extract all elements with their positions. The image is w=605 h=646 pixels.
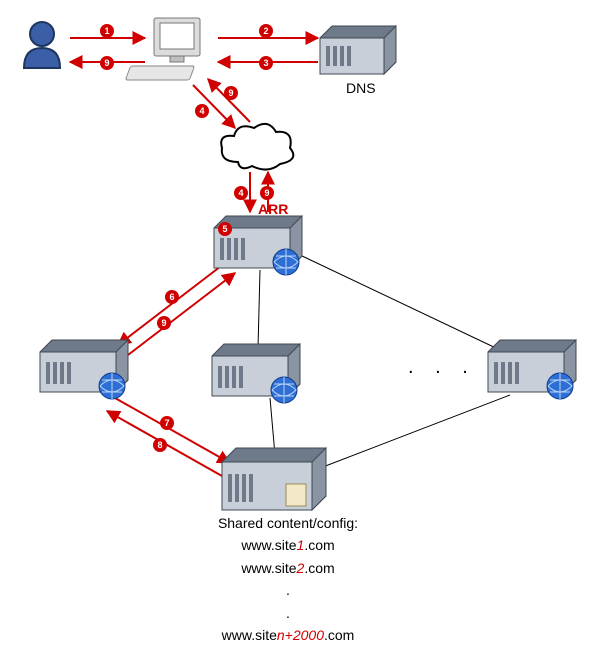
arr-label: ARR <box>258 201 288 217</box>
edge-web2-shared <box>270 398 275 455</box>
arrow-6 <box>118 263 225 345</box>
cloud-icon <box>221 124 293 170</box>
step-2: 2 <box>259 24 273 38</box>
ellipsis: . . . <box>408 356 476 379</box>
caption-site1-pre: www.site <box>241 537 296 553</box>
pc-icon <box>125 18 200 80</box>
step-9c: 9 <box>260 186 274 200</box>
caption-dot2: . <box>188 602 388 624</box>
caption-dot1: . <box>188 579 388 601</box>
step-3: 3 <box>259 56 273 70</box>
caption-site2-post: .com <box>304 560 334 576</box>
step-4b: 4 <box>234 186 248 200</box>
step-9b: 9 <box>224 86 238 100</box>
caption-siteN-post: .com <box>324 627 354 643</box>
web3-server-icon <box>488 340 576 399</box>
step-5: 5 <box>218 222 232 236</box>
dns-label: DNS <box>346 80 376 96</box>
web2-server-icon <box>212 344 300 403</box>
caption-siteN: www.siten+2000.com <box>188 624 388 646</box>
user-icon <box>24 22 60 68</box>
step-8: 8 <box>153 438 167 452</box>
step-1: 1 <box>100 24 114 38</box>
step-4a: 4 <box>195 104 209 118</box>
caption-site2: www.site2.com <box>188 557 388 579</box>
step-6: 6 <box>165 290 179 304</box>
caption-line1: Shared content/config: <box>188 512 388 534</box>
dns-server-icon <box>320 26 396 74</box>
edge-web3-shared <box>315 395 510 470</box>
web1-server-icon <box>40 340 128 399</box>
caption-block: Shared content/config: www.site1.com www… <box>188 512 388 646</box>
caption-siteN-n: n+2000 <box>277 627 324 643</box>
step-9d: 9 <box>157 316 171 330</box>
caption-siteN-pre: www.site <box>222 627 277 643</box>
caption-site1: www.site1.com <box>188 534 388 556</box>
edge-arr-web3 <box>300 255 500 350</box>
step-9a: 9 <box>100 56 114 70</box>
arrow-9d <box>128 273 235 355</box>
step-7: 7 <box>160 416 174 430</box>
edge-arr-web2 <box>258 270 260 348</box>
caption-site1-post: .com <box>304 537 334 553</box>
caption-site2-pre: www.site <box>241 560 296 576</box>
arrow-7 <box>115 398 230 463</box>
shared-server-icon <box>222 448 326 510</box>
